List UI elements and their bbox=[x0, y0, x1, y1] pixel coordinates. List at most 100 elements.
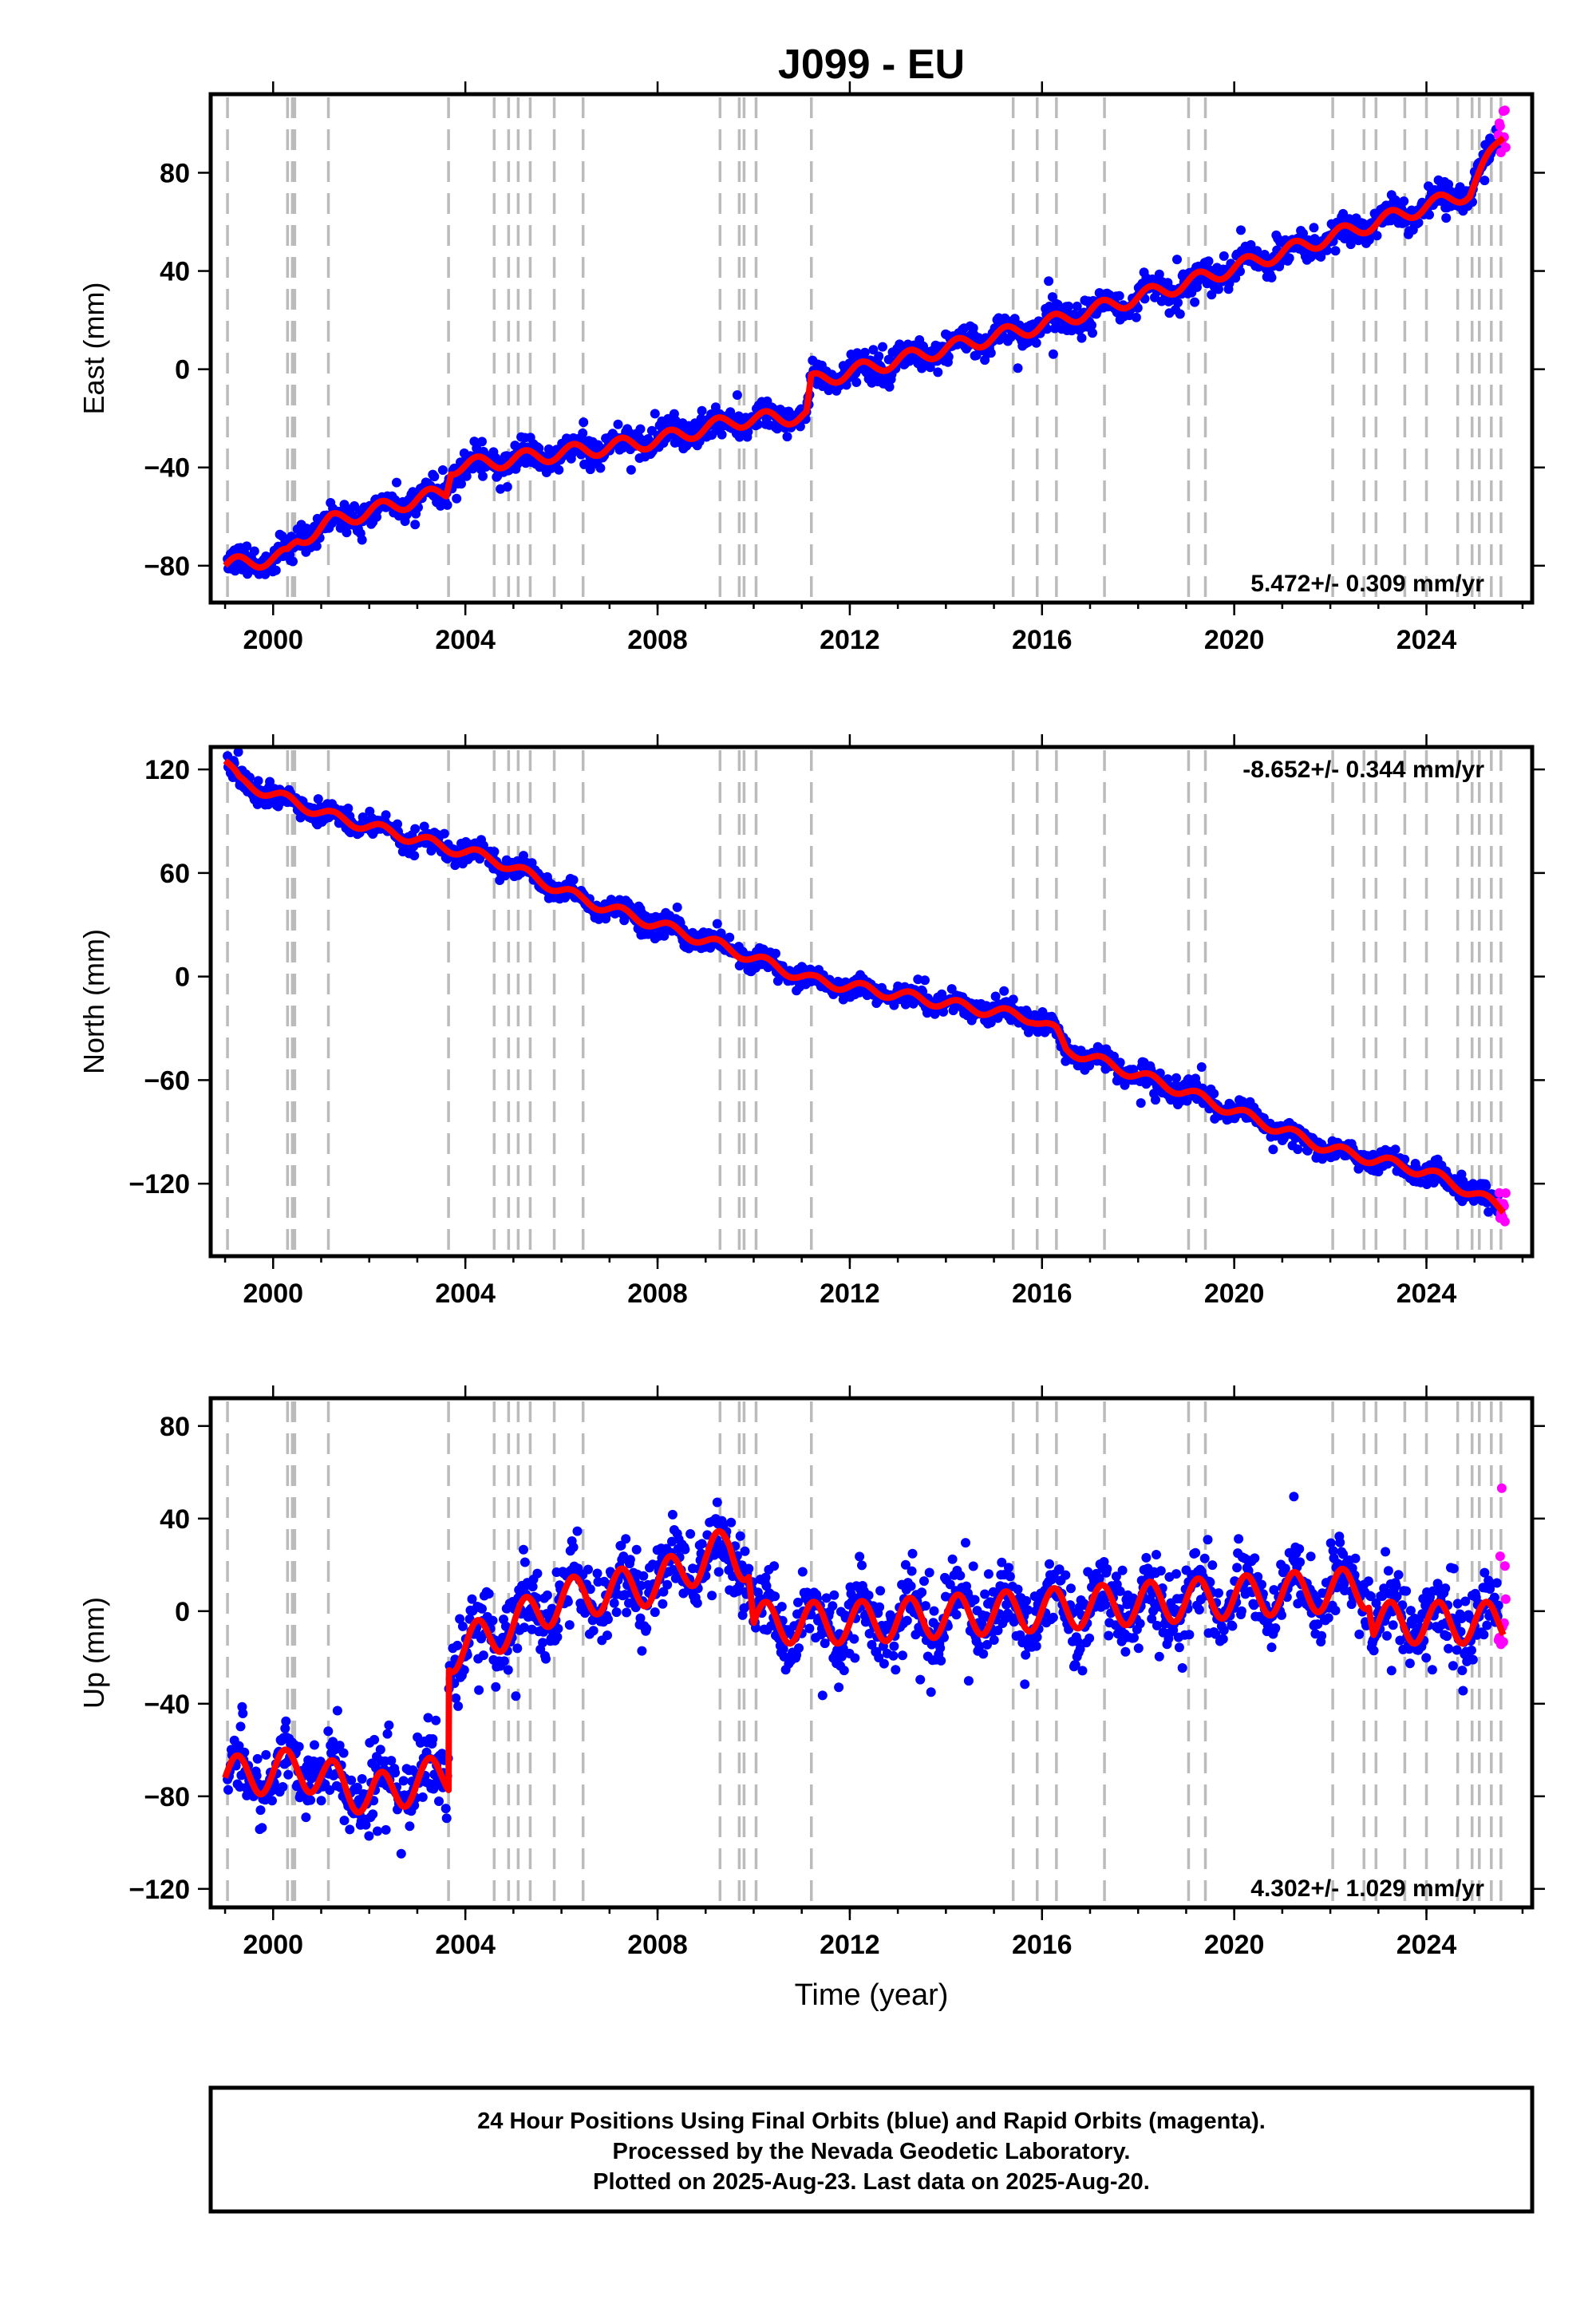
final-orbit-point-508 bbox=[613, 419, 623, 429]
final-orbit-point-816 bbox=[850, 1653, 860, 1663]
final-orbit-point-972 bbox=[970, 1595, 980, 1605]
final-orbit-point-915 bbox=[926, 1687, 936, 1697]
final-orbit-point-985 bbox=[980, 1589, 990, 1599]
final-orbit-point-1289 bbox=[1214, 284, 1223, 294]
final-orbit-point-545 bbox=[642, 1623, 652, 1634]
final-orbit-point-1010 bbox=[999, 986, 1009, 996]
y-tick-label: −60 bbox=[144, 1065, 190, 1096]
final-orbit-point-1121 bbox=[1084, 1633, 1095, 1643]
final-orbit-point-1251 bbox=[1184, 1630, 1195, 1640]
final-orbit-point-45 bbox=[257, 1823, 267, 1833]
final-orbit-point-503 bbox=[609, 1598, 619, 1608]
final-orbit-point-218 bbox=[390, 1768, 401, 1778]
final-orbit-point-1394 bbox=[1294, 1543, 1305, 1554]
final-orbit-point-743 bbox=[794, 1643, 804, 1654]
final-orbit-point-829 bbox=[859, 347, 870, 358]
rate-label: 5.472+/- 0.309 mm/yr bbox=[1250, 571, 1484, 597]
final-orbit-point-1413 bbox=[1309, 223, 1319, 233]
final-orbit-point-990 bbox=[983, 1569, 994, 1579]
final-orbit-point-113 bbox=[310, 1740, 319, 1750]
final-orbit-point-1336 bbox=[1250, 1553, 1260, 1563]
final-orbit-point-525 bbox=[626, 464, 636, 475]
final-orbit-point-1179 bbox=[1129, 1633, 1139, 1643]
final-orbit-point-815 bbox=[849, 1634, 859, 1644]
final-orbit-point-285 bbox=[441, 1813, 452, 1824]
final-orbit-point-72 bbox=[278, 1782, 288, 1792]
final-orbit-point-85 bbox=[288, 556, 298, 567]
final-orbit-point-226 bbox=[396, 1848, 406, 1859]
final-orbit-point-25 bbox=[242, 541, 252, 551]
final-orbit-point-1074 bbox=[1048, 1612, 1058, 1622]
final-orbit-point-556 bbox=[650, 409, 660, 419]
final-orbit-point-795 bbox=[834, 1682, 844, 1693]
final-orbit-point-556 bbox=[650, 1607, 660, 1618]
final-orbit-point-993 bbox=[986, 348, 996, 358]
final-orbit-point-472 bbox=[585, 464, 595, 475]
final-orbit-point-524 bbox=[625, 1555, 635, 1565]
final-orbit-point-1315 bbox=[1234, 1534, 1244, 1544]
final-orbit-point-617 bbox=[697, 1539, 707, 1549]
final-orbit-point-429 bbox=[552, 1632, 563, 1642]
final-orbit-point-1363 bbox=[1270, 1623, 1281, 1633]
final-orbit-point-58 bbox=[267, 1796, 277, 1806]
final-orbit-point-721 bbox=[776, 1602, 787, 1612]
final-orbit-point-566 bbox=[658, 1599, 668, 1609]
final-orbit-point-306 bbox=[457, 1621, 468, 1631]
final-orbit-point-518 bbox=[621, 1534, 631, 1544]
final-orbit-point-349 bbox=[491, 1682, 501, 1692]
final-orbit-point-220 bbox=[392, 477, 401, 488]
final-orbit-point-206 bbox=[381, 810, 391, 820]
final-orbit-point-282 bbox=[439, 828, 449, 839]
final-orbit-point-331 bbox=[477, 437, 487, 447]
final-orbit-point-1381 bbox=[1284, 253, 1294, 263]
final-orbit-point-1090 bbox=[1061, 1570, 1071, 1580]
final-orbit-point-653 bbox=[725, 932, 735, 943]
final-orbit-point-445 bbox=[564, 1620, 575, 1630]
final-orbit-point-385 bbox=[519, 1544, 528, 1555]
final-orbit-point-195 bbox=[373, 1826, 382, 1836]
final-orbit-point-834 bbox=[863, 1591, 874, 1600]
final-orbit-point-43 bbox=[255, 1805, 266, 1816]
final-orbit-point-906 bbox=[919, 1576, 929, 1587]
final-orbit-point-1319 bbox=[1236, 1606, 1246, 1616]
final-orbit-point-237 bbox=[405, 1821, 415, 1832]
final-orbit-point-243 bbox=[409, 851, 420, 861]
final-orbit-point-298 bbox=[452, 493, 462, 504]
final-orbit-point-1037 bbox=[1020, 1679, 1030, 1690]
final-orbit-point-20 bbox=[238, 1709, 248, 1718]
final-orbit-point-462 bbox=[578, 428, 588, 438]
final-orbit-point-35 bbox=[249, 546, 259, 556]
final-orbit-point-1052 bbox=[1031, 338, 1041, 348]
x-tick-label: 2004 bbox=[435, 1279, 496, 1309]
final-orbit-point-1289 bbox=[1214, 1588, 1223, 1599]
final-orbit-point-1267 bbox=[1196, 1062, 1207, 1072]
final-orbit-point-1530 bbox=[1399, 196, 1409, 207]
final-orbit-point-229 bbox=[398, 1776, 409, 1786]
final-orbit-point-463 bbox=[579, 417, 589, 428]
final-orbit-point-161 bbox=[346, 1775, 357, 1785]
final-orbit-point-1235 bbox=[1172, 255, 1182, 265]
final-orbit-point-116 bbox=[311, 541, 322, 551]
final-orbit-point-889 bbox=[906, 1581, 916, 1591]
final-orbit-point-275 bbox=[434, 1796, 444, 1806]
final-orbit-point-340 bbox=[484, 1589, 494, 1599]
final-orbit-point-331 bbox=[477, 1603, 487, 1614]
final-orbit-point-678 bbox=[744, 1563, 754, 1574]
final-orbit-point-953 bbox=[955, 1571, 966, 1581]
final-orbit-point-17 bbox=[235, 1721, 246, 1732]
event-lines bbox=[226, 97, 1503, 599]
final-orbit-point-208 bbox=[382, 1729, 393, 1739]
final-orbit-point-757 bbox=[804, 1623, 815, 1634]
y-tick-label: 0 bbox=[175, 355, 190, 385]
final-orbit-point-1142 bbox=[1100, 1599, 1111, 1610]
final-orbit-point-206 bbox=[381, 1824, 391, 1835]
final-orbit-point-269 bbox=[429, 472, 440, 482]
final-orbit-point-1053 bbox=[1032, 1632, 1042, 1642]
final-orbit-point-539 bbox=[637, 1646, 647, 1656]
rapid-orbit-point-9 bbox=[1500, 1188, 1511, 1198]
final-orbit-point-1214 bbox=[1156, 1566, 1166, 1576]
final-orbit-point-210 bbox=[384, 1720, 394, 1730]
final-orbit-point-667 bbox=[735, 1531, 745, 1541]
final-orbit-point-152 bbox=[339, 1816, 350, 1826]
